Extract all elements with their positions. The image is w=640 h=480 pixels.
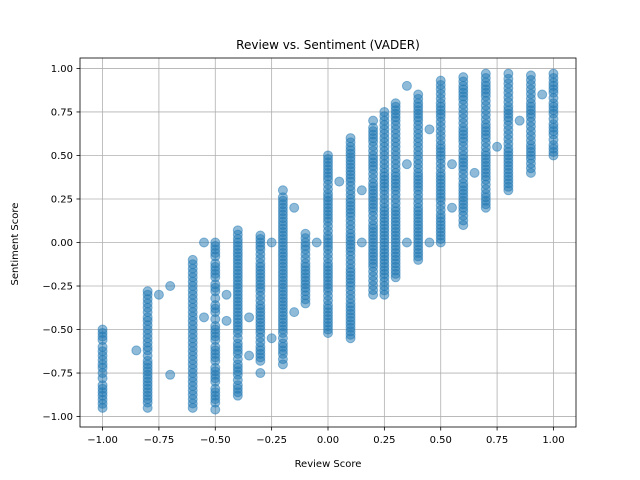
data-point — [289, 307, 300, 318]
y-axis-ticks: −1.00 −0.75 −0.50 −0.25 0.00 0.25 0.50 0.75 1.00 — [42, 64, 80, 423]
y-tick-label: −0.50 — [42, 325, 73, 336]
data-point — [345, 133, 356, 144]
y-axis-label: Sentiment Score — [10, 203, 21, 286]
data-point — [97, 324, 108, 335]
data-point — [401, 237, 412, 248]
x-tick-label: 1.00 — [542, 435, 564, 446]
y-tick-label: −1.00 — [42, 412, 73, 423]
data-point — [142, 286, 153, 297]
data-point — [153, 289, 164, 300]
x-tick-label: 0.00 — [317, 435, 339, 446]
data-point — [447, 159, 457, 170]
data-point — [525, 70, 536, 81]
data-point — [221, 315, 232, 326]
data-point — [199, 312, 209, 323]
data-point — [368, 115, 379, 126]
data-point — [469, 167, 480, 178]
data-point — [413, 89, 424, 100]
data-point — [401, 80, 412, 91]
x-tick-label: 0.50 — [430, 435, 452, 446]
data-point — [458, 72, 469, 83]
data-point — [379, 106, 390, 117]
x-tick-label: −1.00 — [87, 435, 118, 446]
data-point — [277, 185, 288, 196]
data-point — [334, 176, 345, 187]
data-point — [187, 254, 198, 265]
data-point — [311, 237, 322, 248]
data-point — [210, 237, 221, 248]
y-tick-label: 0.50 — [51, 151, 73, 162]
data-point — [165, 369, 176, 380]
data-point — [503, 68, 514, 79]
data-point — [255, 230, 266, 241]
data-point — [514, 115, 525, 126]
data-point — [244, 312, 255, 323]
data-point — [537, 89, 548, 100]
data-point — [232, 225, 243, 236]
data-point — [289, 202, 300, 213]
data-point — [435, 75, 446, 86]
x-tick-label: 0.25 — [373, 435, 395, 446]
x-tick-label: −0.50 — [200, 435, 231, 446]
y-tick-label: −0.25 — [42, 282, 73, 293]
data-point — [424, 237, 435, 248]
data-points — [97, 68, 559, 415]
data-point — [390, 98, 401, 109]
data-point — [548, 68, 559, 79]
data-point — [492, 141, 503, 152]
data-point — [221, 289, 232, 300]
data-point — [323, 150, 333, 161]
x-tick-label: 0.75 — [486, 435, 508, 446]
x-tick-label: −0.75 — [144, 435, 175, 446]
y-tick-label: 0.75 — [51, 107, 73, 118]
data-point — [356, 185, 367, 196]
data-point — [199, 237, 209, 248]
data-point — [165, 281, 176, 292]
data-point — [255, 368, 266, 379]
y-tick-label: 1.00 — [51, 64, 73, 75]
chart-title: Review vs. Sentiment (VADER) — [236, 38, 420, 52]
x-axis-ticks: −1.00 −0.75 −0.50 −0.25 0.00 0.25 0.50 0.75 1.00 — [87, 427, 565, 446]
data-point — [300, 228, 311, 239]
data-point — [424, 124, 435, 135]
data-point — [244, 350, 255, 361]
x-tick-label: −0.25 — [256, 435, 287, 446]
data-point — [356, 237, 367, 248]
data-point — [131, 345, 142, 356]
data-point — [266, 333, 277, 344]
data-point — [480, 68, 491, 79]
y-tick-label: −0.75 — [42, 369, 73, 380]
data-point — [401, 159, 412, 170]
data-point — [266, 237, 277, 248]
data-point — [447, 202, 457, 213]
x-axis-label: Review Score — [295, 459, 362, 470]
y-tick-label: 0.25 — [51, 194, 73, 205]
y-tick-label: 0.00 — [51, 238, 73, 249]
